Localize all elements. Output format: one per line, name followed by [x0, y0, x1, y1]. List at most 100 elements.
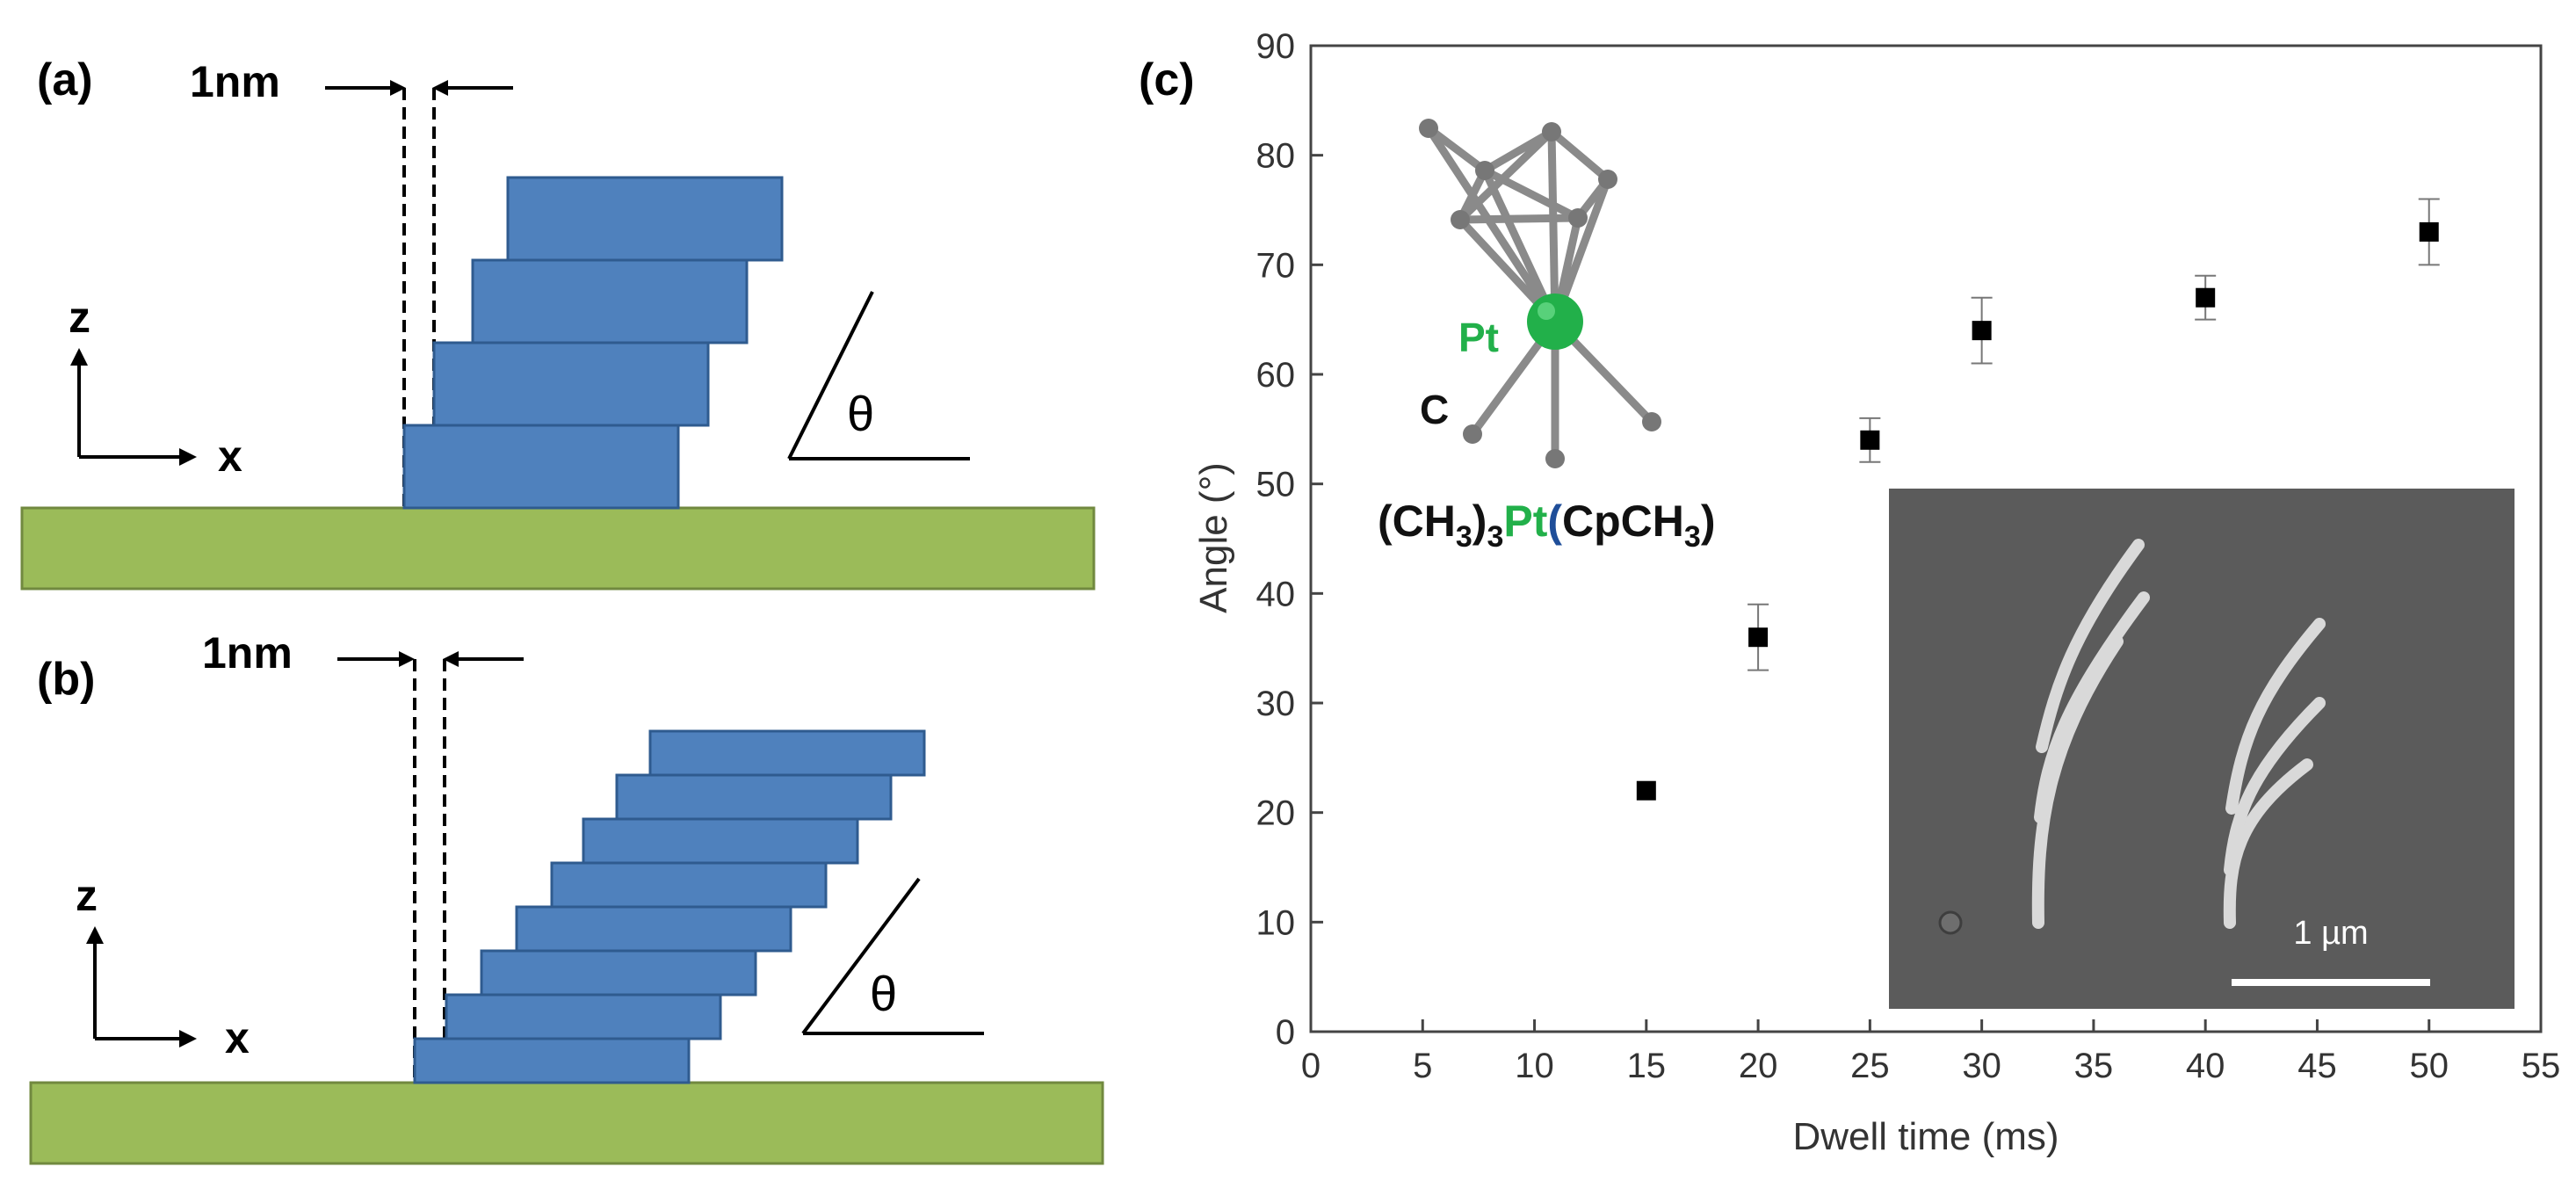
panel-b-layer [550, 861, 828, 909]
x-tick-label: 45 [2297, 1047, 2337, 1085]
panel-b-substrate [29, 1081, 1104, 1165]
panel-c: (c) 0 5 10 15 20 25 30 35 40 45 50 55 0 10 20 30 40 50 60 7… [1139, 27, 2560, 1158]
molecule-bond [1456, 127, 1556, 224]
panel-a-layer [402, 424, 680, 510]
y-tick-label: 50 [1256, 466, 1296, 504]
sem-pillar [2223, 758, 2313, 929]
sem-pillar [2224, 697, 2326, 876]
data-points [1636, 198, 2440, 801]
formula-part: ) [1473, 497, 1487, 546]
molecule-diagram [1424, 124, 1656, 463]
panel-a-layer [471, 258, 749, 344]
carbon-atom [1568, 208, 1588, 228]
panel-b: (b) 1nm z x θ [29, 628, 1104, 1165]
panel-a-arrowhead-right [390, 80, 406, 96]
carbon-atom [1475, 161, 1494, 180]
formula-paren: ( [1547, 497, 1562, 546]
panel-a-gap-label: 1nm [190, 57, 280, 106]
formula-subscript: 3 [1456, 520, 1473, 554]
panel-a-angle-incline [787, 291, 874, 460]
molecule-atoms [1419, 119, 1661, 468]
panel-b-z-label: z [76, 871, 98, 920]
panel-a-x-arrowhead [179, 448, 197, 466]
carbon-atom [1542, 122, 1561, 141]
panel-a-layer [506, 176, 784, 262]
panel-a-z-arrowhead [70, 348, 88, 366]
panel-b-layer [445, 993, 722, 1040]
y-tick-label: 30 [1256, 685, 1296, 723]
panel-a-arrowhead-left [432, 80, 448, 96]
formula-part: ) [1701, 497, 1716, 546]
x-tick-label: 40 [2186, 1047, 2225, 1085]
panel-a-z-label: z [69, 293, 90, 342]
data-point [2419, 221, 2439, 242]
panel-a-x-label: x [218, 431, 242, 481]
panel-a-substrate [20, 506, 1096, 591]
x-tick-label: 25 [1850, 1047, 1890, 1085]
panel-b-arrowhead-left [443, 651, 459, 667]
panel-a-label: (a) [37, 54, 93, 105]
scale-bar-label: 1 µm [2293, 915, 2368, 952]
formula-part: CpCH [1562, 497, 1684, 546]
sem-pillar [2036, 539, 2145, 753]
x-tick-label: 50 [2409, 1047, 2449, 1085]
sem-pillar [2225, 618, 2326, 815]
sem-image [1889, 489, 2514, 1009]
panel-b-layer [582, 817, 859, 865]
carbon-atom [1545, 449, 1565, 468]
pt-label: Pt [1458, 315, 1499, 360]
panel-b-x-arrowhead [179, 1030, 197, 1047]
carbon-atom [1419, 119, 1438, 138]
sem-pillar [2034, 591, 2150, 823]
x-tick-label: 35 [2074, 1047, 2114, 1085]
scale-bar [2232, 979, 2430, 986]
y-tick-label: 10 [1256, 903, 1296, 942]
panel-b-angle-incline [801, 877, 921, 1035]
formula-pt: Pt [1503, 497, 1547, 546]
y-tick-label: 60 [1256, 356, 1296, 395]
panel-b-label: (b) [37, 654, 95, 705]
x-tick-label: 5 [1413, 1047, 1432, 1085]
molecule-bond [1456, 214, 1582, 224]
y-axis-title: Angle (°) [1192, 462, 1235, 613]
precursor-formula: (CH3)3Pt(CpCH3) [1378, 497, 1715, 554]
panel-b-layer [615, 773, 893, 821]
carbon-atom [1451, 210, 1470, 229]
panel-a: (a) 1nm z x θ [20, 54, 1096, 591]
carbon-atom [1642, 412, 1661, 431]
x-tick-label: 10 [1515, 1047, 1554, 1085]
x-tick-label: 20 [1739, 1047, 1778, 1085]
panel-a-theta: θ [847, 386, 874, 441]
molecule-bond [1547, 127, 1612, 184]
data-point [1636, 780, 1656, 801]
sem-inset: 1 µm [1889, 489, 2514, 1009]
x-tick-label: 55 [2522, 1047, 2561, 1085]
x-tick-label: 0 [1301, 1047, 1321, 1085]
plot-frame [1309, 44, 2543, 1033]
panel-b-z-arrowhead [86, 926, 104, 944]
c-label: C [1420, 387, 1449, 432]
data-point [1748, 627, 1769, 648]
formula-subscript: 3 [1487, 520, 1503, 554]
data-point [1972, 321, 1992, 341]
data-point [2196, 287, 2216, 308]
formula-subscript: 3 [1684, 520, 1701, 554]
panel-b-arrowhead-right [399, 651, 415, 667]
platinum-atom-highlight [1538, 302, 1555, 320]
y-tick-label: 20 [1256, 794, 1296, 833]
y-tick-label: 90 [1256, 27, 1296, 66]
panel-b-x-label: x [225, 1013, 250, 1062]
y-tick-label: 0 [1276, 1013, 1295, 1052]
y-tick-label: 40 [1256, 575, 1296, 613]
axis-ticks: 0 5 10 15 20 25 30 35 40 45 50 55 0 10 20 30 40 50 60 70 80 9… [1256, 27, 2561, 1085]
panel-c-label: (c) [1139, 54, 1195, 105]
panel-b-layer [480, 949, 757, 997]
y-tick-label: 70 [1256, 246, 1296, 285]
molecule-bond [1424, 124, 1559, 326]
panel-a-layer [432, 341, 710, 427]
sem-particle [1938, 910, 1963, 935]
sem-texture [1889, 489, 2514, 1009]
platinum-atom [1527, 294, 1583, 350]
panel-b-layer [413, 1037, 691, 1084]
carbon-atom [1598, 170, 1617, 189]
